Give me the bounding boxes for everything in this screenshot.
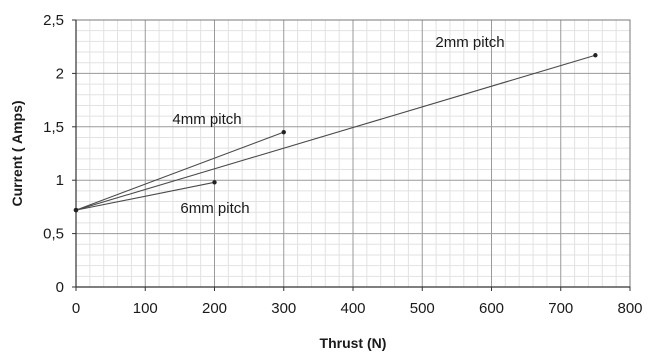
grid <box>76 20 630 287</box>
x-tick-label: 100 <box>133 300 158 317</box>
x-axis-title: Thrust (N) <box>320 335 387 351</box>
x-tick-label: 600 <box>479 300 504 317</box>
series-line <box>75 181 215 211</box>
series-line <box>75 131 284 211</box>
x-tick-label: 700 <box>548 300 573 317</box>
data-point <box>73 207 79 213</box>
x-tick-label: 300 <box>271 300 296 317</box>
data-point <box>281 129 286 135</box>
x-tick-label: 200 <box>202 300 227 317</box>
tick-labels: 0 100 200 300 400 500 600 700 800 0 0,5 1 1,5 2 2,5 <box>43 12 642 317</box>
y-axis-title: Current ( Amps) <box>9 100 25 206</box>
y-tick-label: 0 <box>56 279 64 296</box>
series-line <box>75 54 596 211</box>
y-tick-label: 2,5 <box>43 12 64 29</box>
y-tick-label: 1 <box>56 172 64 189</box>
x-tick-label: 500 <box>410 300 435 317</box>
series-label: 4mm pitch <box>172 111 241 128</box>
data-point <box>593 53 598 58</box>
y-tick-label: 1,5 <box>43 119 64 136</box>
series-label: 6mm pitch <box>180 200 249 217</box>
y-tick-label: 2 <box>56 65 64 82</box>
data-point <box>212 180 217 185</box>
y-tick-label: 0,5 <box>43 226 64 243</box>
series-label: 2mm pitch <box>435 34 504 51</box>
x-tick-label: 0 <box>72 300 80 317</box>
x-tick-label: 400 <box>340 300 365 317</box>
x-tick-label: 800 <box>617 300 642 317</box>
series-group: 2mm pitch 4mm pitch 6mm pitch <box>73 34 598 217</box>
